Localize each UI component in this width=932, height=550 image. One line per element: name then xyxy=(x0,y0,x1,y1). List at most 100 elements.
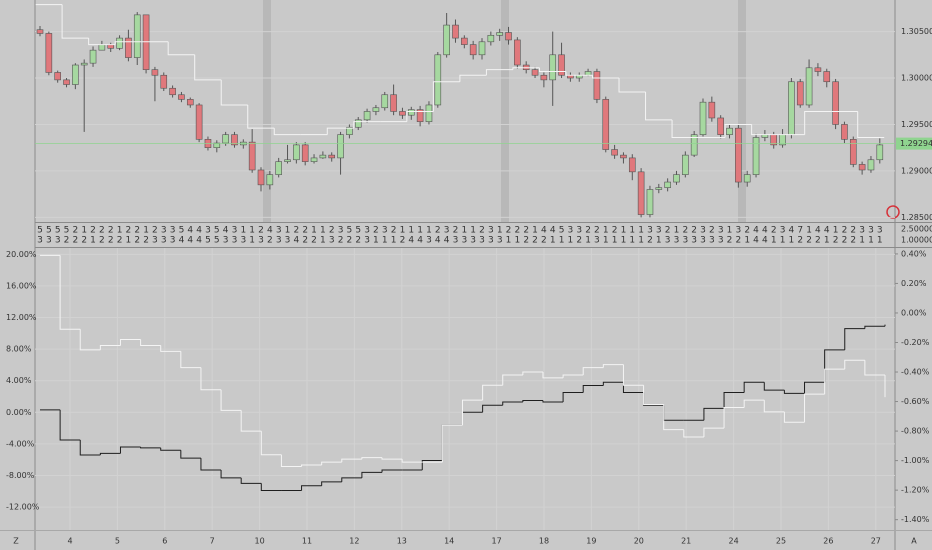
count-digit: 3 xyxy=(161,236,167,246)
overlay-step xyxy=(724,123,752,138)
candle-body xyxy=(531,69,539,76)
count-digit: 1 xyxy=(470,226,476,236)
count-digit: 1 xyxy=(81,226,87,236)
y2-tick-label: 0.40% xyxy=(901,249,927,258)
count-digit: 3 xyxy=(170,236,176,246)
count-digit: 1 xyxy=(373,236,379,246)
count-digit: 3 xyxy=(37,236,43,246)
candle-body xyxy=(222,134,229,144)
count-digit: 2 xyxy=(329,226,335,236)
count-digit: 4 xyxy=(753,236,759,246)
count-digit: 2 xyxy=(806,236,812,246)
weekend-band xyxy=(738,0,746,222)
line-step xyxy=(582,367,604,375)
line-step xyxy=(240,477,262,484)
count-digit: 3 xyxy=(718,236,724,246)
overlay-step xyxy=(592,75,620,79)
candle-body xyxy=(496,32,503,36)
y-tick-label: 1.30500 xyxy=(901,27,932,36)
line-step xyxy=(220,389,242,411)
count-digit: 5 xyxy=(46,226,52,236)
count-digit: 2 xyxy=(771,226,777,236)
count-digit: 3 xyxy=(152,236,158,246)
count-digit: 2 xyxy=(152,226,158,236)
x-tick-label: 11 xyxy=(302,537,312,546)
x-tick-label: 21 xyxy=(681,537,691,546)
line-step xyxy=(723,392,745,409)
line-step xyxy=(783,411,805,423)
y2-tick-label: -1.00% xyxy=(901,456,930,465)
count-digit: 3 xyxy=(647,226,653,236)
weekend-band xyxy=(501,0,509,222)
count-digit: 2 xyxy=(81,236,87,246)
line-step xyxy=(341,477,362,482)
candle-body xyxy=(425,104,433,122)
count-digit: 3 xyxy=(232,226,238,236)
line-step xyxy=(280,454,302,468)
count-digit: 1 xyxy=(824,236,830,246)
count-digit: 2 xyxy=(72,226,78,236)
y2-tick-label: -0.40% xyxy=(901,368,930,377)
count-digit: 4 xyxy=(762,236,768,246)
line-step xyxy=(602,364,624,368)
count-digit: 1 xyxy=(417,226,423,236)
candle-body xyxy=(89,49,97,64)
count-digit: 3 xyxy=(364,236,370,246)
count-digit: 4 xyxy=(444,236,450,246)
count-digit: 4 xyxy=(293,236,299,246)
candle-body xyxy=(735,127,742,183)
count-digit: 3 xyxy=(382,226,388,236)
line-step xyxy=(864,325,885,329)
line-step xyxy=(663,404,684,431)
overlay-step xyxy=(114,41,142,45)
count-digit: 1 xyxy=(497,226,503,236)
candle-body xyxy=(151,69,159,76)
overlay-step xyxy=(804,110,832,135)
count-digit: 1 xyxy=(638,226,644,236)
candle-body xyxy=(407,109,415,116)
line-step xyxy=(542,372,564,379)
count-digit: 2 xyxy=(391,226,397,236)
candle-body xyxy=(72,64,79,85)
line-step xyxy=(361,457,383,460)
count-digit: 2 xyxy=(523,236,529,246)
count-digit: 3 xyxy=(488,236,494,246)
candle-body xyxy=(399,111,406,116)
count-digit: 3 xyxy=(426,236,432,246)
line-step xyxy=(59,255,81,330)
count-digit: 2 xyxy=(108,236,114,246)
count-digit: 2 xyxy=(797,236,803,246)
count-digit: 1 xyxy=(426,226,432,236)
line-step xyxy=(743,381,765,393)
x-tick-label: 18 xyxy=(539,537,549,546)
count-digit: 1 xyxy=(859,236,865,246)
line-step xyxy=(301,485,322,491)
count-digit: 3 xyxy=(161,226,167,236)
count-digit: 3 xyxy=(276,236,282,246)
count-digit: 3 xyxy=(461,236,467,246)
count-digit: 1 xyxy=(249,226,255,236)
candle-body xyxy=(116,37,123,49)
line-step xyxy=(99,344,121,350)
line-step xyxy=(381,469,403,473)
candle-body xyxy=(328,154,336,159)
y-tick-label: 1.29500 xyxy=(901,120,932,129)
line-step xyxy=(703,407,725,421)
candle-body xyxy=(319,154,327,159)
count-digit: 3 xyxy=(780,226,786,236)
alert-icon[interactable] xyxy=(886,205,900,219)
candle-body xyxy=(80,62,88,66)
count-digit: 1 xyxy=(143,226,149,236)
candle-body xyxy=(593,71,601,100)
count-digit: 1 xyxy=(771,236,777,246)
count-digit: 1 xyxy=(117,226,123,236)
overlay-step xyxy=(167,41,195,56)
line-step xyxy=(200,458,222,471)
line-step xyxy=(804,381,825,394)
count-digit: 2 xyxy=(506,226,512,236)
overlay-step xyxy=(857,111,885,138)
y2-tick-label: -0.60% xyxy=(901,397,930,406)
count-digit: 1 xyxy=(612,236,618,246)
candle-body xyxy=(867,159,875,171)
